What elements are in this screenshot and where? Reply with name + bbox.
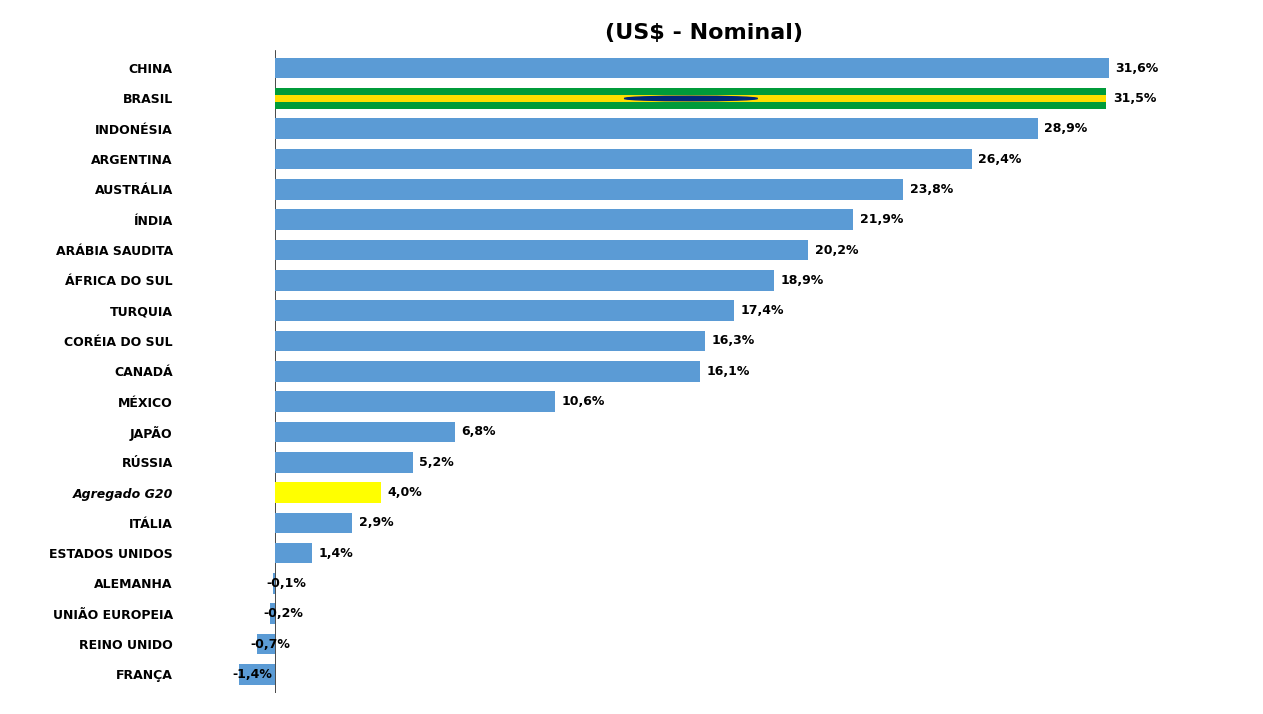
Bar (275, 96, 1106, 101)
Bar (270, 603, 275, 624)
Bar (275, 421, 455, 442)
Bar (275, 149, 971, 169)
Text: -0,2%: -0,2% (264, 608, 303, 620)
Text: 4,0%: 4,0% (388, 486, 422, 499)
Bar (275, 179, 903, 200)
Bar (256, 634, 275, 655)
Bar (275, 88, 1106, 109)
Text: 21,9%: 21,9% (860, 213, 903, 226)
Text: 23,8%: 23,8% (909, 183, 954, 196)
Text: -0,7%: -0,7% (250, 638, 290, 650)
Title: (US$ - Nominal): (US$ - Nominal) (605, 23, 803, 43)
Bar (275, 58, 1109, 79)
Text: 17,4%: 17,4% (741, 304, 784, 317)
Text: 31,6%: 31,6% (1115, 61, 1159, 75)
Text: 16,1%: 16,1% (707, 365, 750, 378)
Text: 28,9%: 28,9% (1045, 122, 1087, 135)
Bar (275, 240, 808, 261)
Text: 10,6%: 10,6% (562, 395, 605, 408)
Text: 5,2%: 5,2% (419, 456, 453, 468)
Text: 18,9%: 18,9% (781, 274, 823, 287)
Text: 31,5%: 31,5% (1113, 92, 1157, 105)
Bar (275, 452, 413, 473)
Bar (275, 361, 700, 381)
Bar (275, 543, 312, 563)
Bar (275, 391, 554, 412)
Text: 2,9%: 2,9% (359, 516, 393, 529)
Text: -1,4%: -1,4% (232, 668, 272, 681)
Bar (275, 513, 352, 533)
Bar (275, 482, 381, 503)
Bar (275, 301, 735, 321)
Text: -0,1%: -0,1% (266, 577, 306, 590)
Bar (273, 573, 275, 594)
Ellipse shape (624, 96, 758, 101)
Bar (275, 270, 774, 291)
Text: 1,4%: 1,4% (320, 547, 354, 560)
Text: 26,4%: 26,4% (979, 153, 1022, 166)
Text: 20,2%: 20,2% (815, 243, 859, 256)
Bar (275, 209, 854, 230)
Bar (239, 664, 275, 685)
Bar (275, 119, 1038, 139)
Text: 6,8%: 6,8% (461, 426, 496, 438)
Text: 16,3%: 16,3% (712, 334, 755, 348)
Bar (275, 331, 706, 351)
